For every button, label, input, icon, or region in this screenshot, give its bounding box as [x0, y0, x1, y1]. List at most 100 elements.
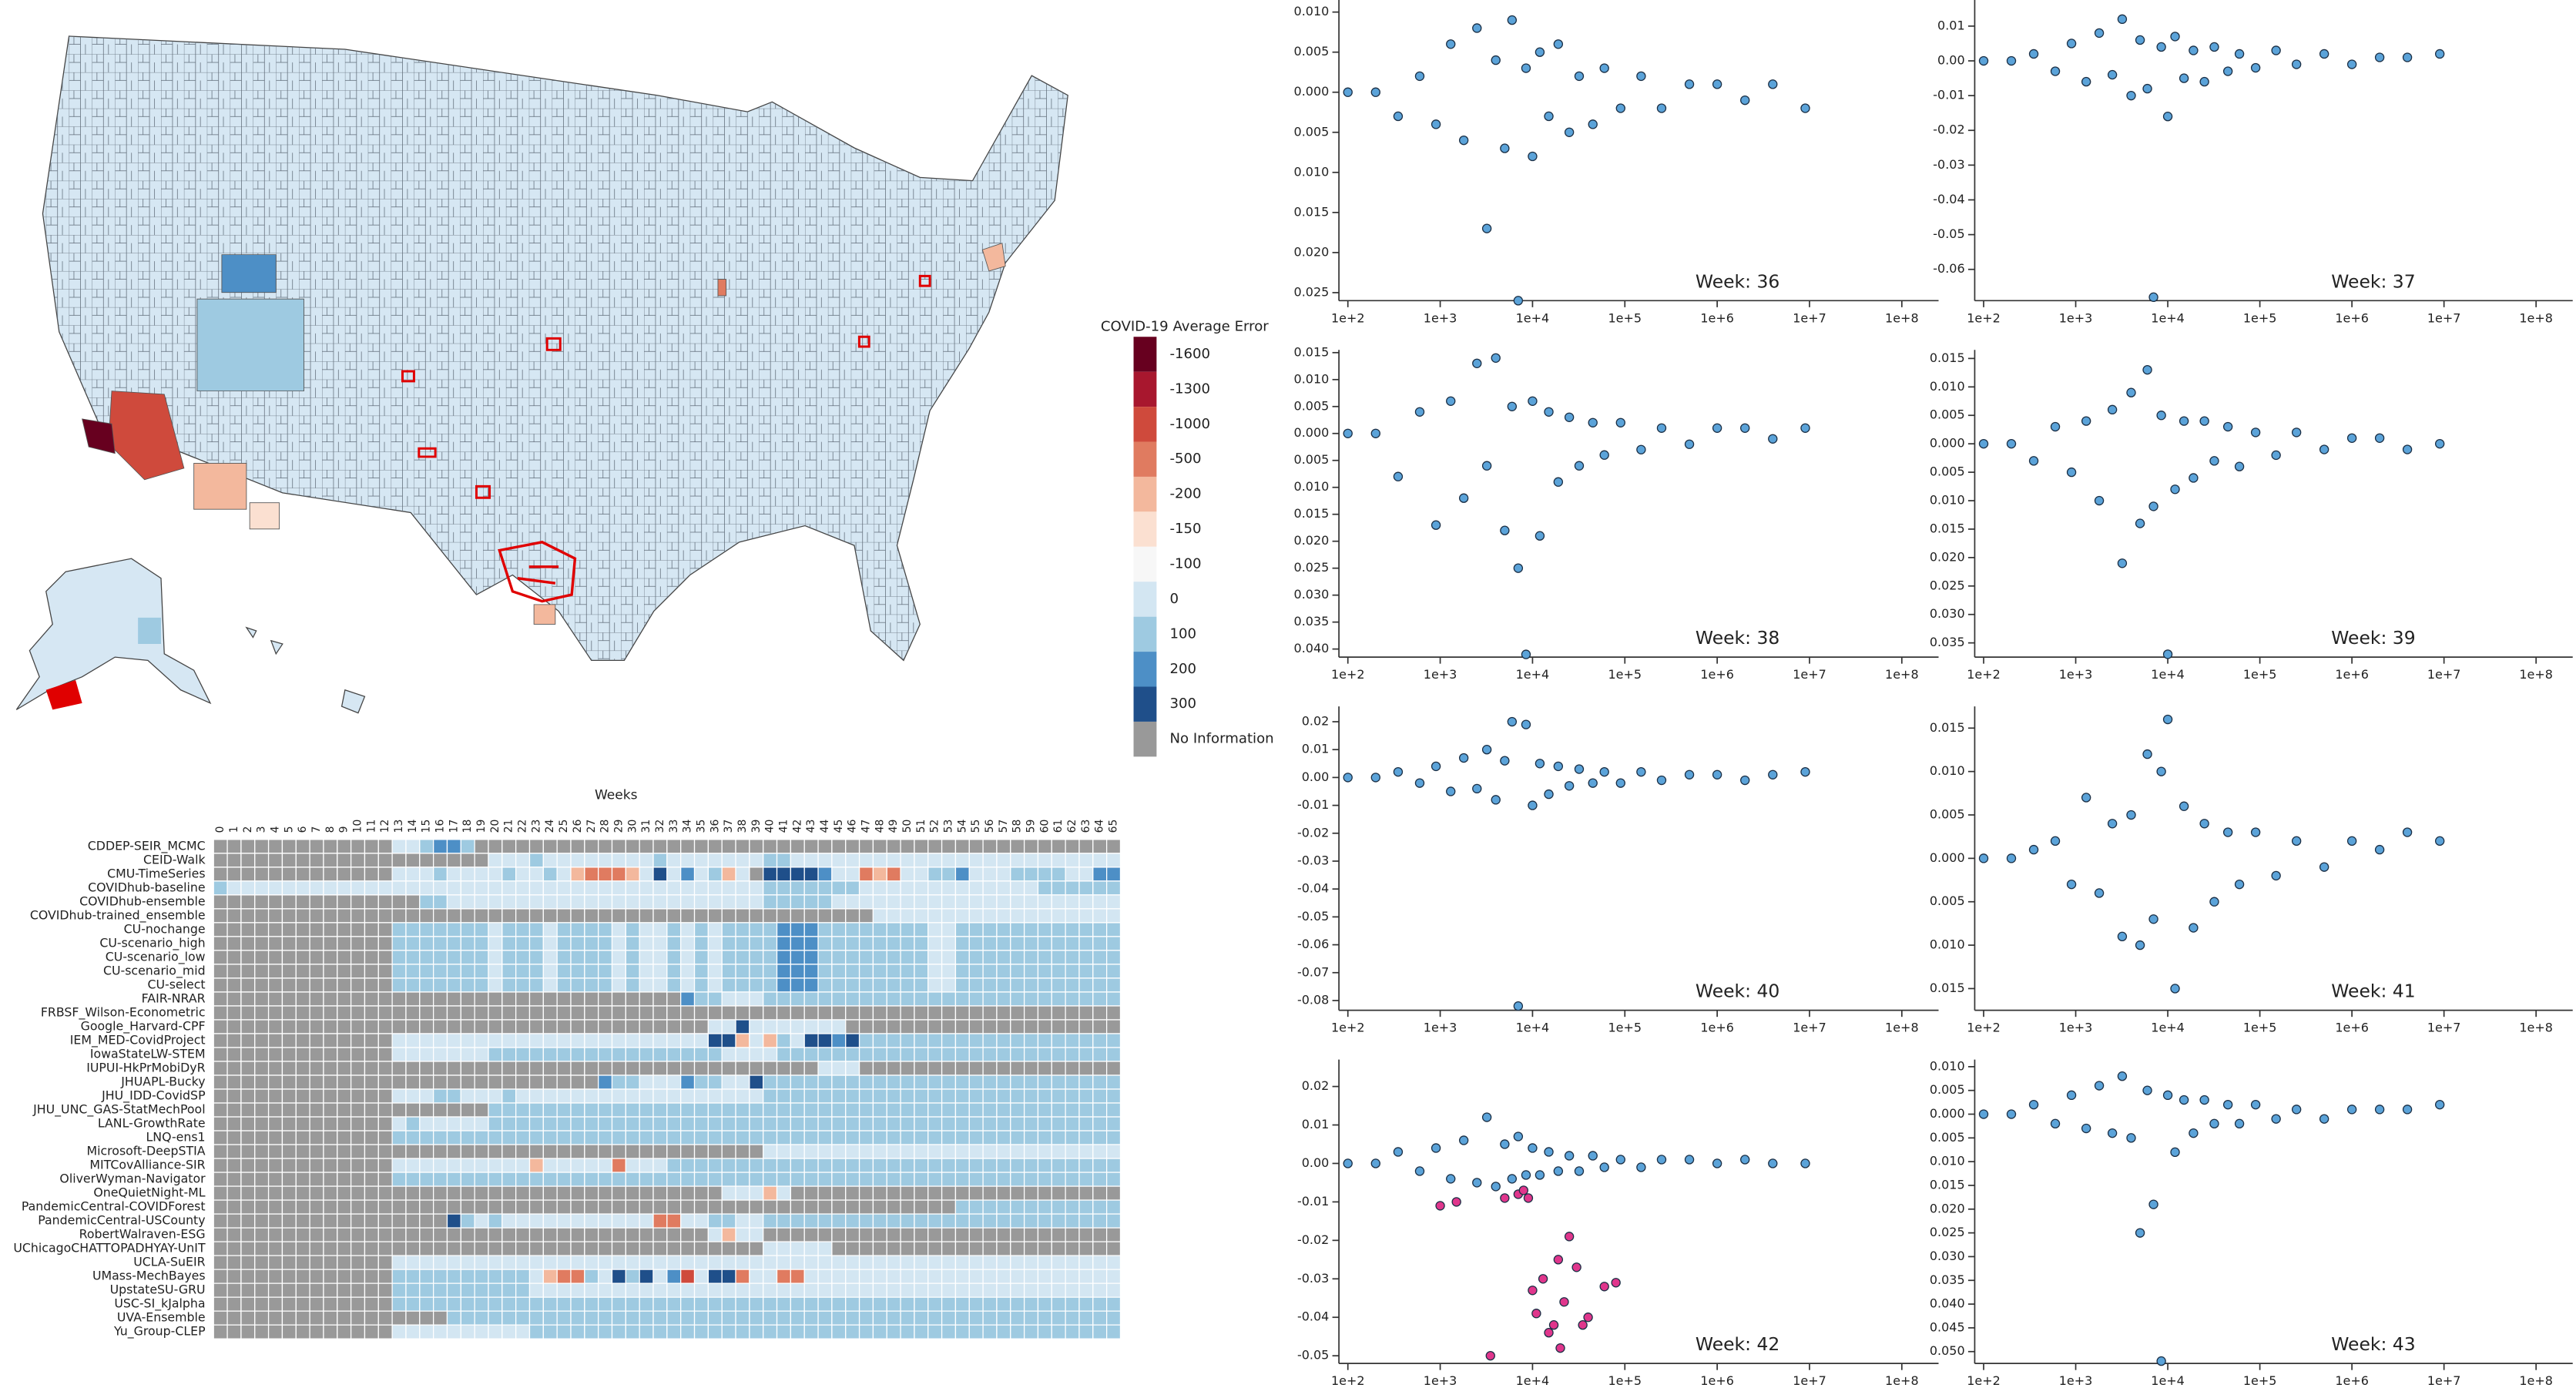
heatmap-cell: [1037, 1061, 1052, 1076]
heatmap-cell: [872, 1199, 887, 1215]
heatmap-cell: [267, 1102, 283, 1118]
heatmap-cell: [405, 1227, 421, 1242]
week-label: 21: [503, 820, 515, 833]
heatmap-cell: [749, 922, 764, 937]
legend-label: 300: [1169, 696, 1196, 712]
heatmap-cell: [968, 977, 984, 993]
heatmap-cell: [350, 1047, 366, 1062]
heatmap-cell: [735, 1088, 750, 1104]
heatmap-cell: [432, 1185, 448, 1201]
model-label: CU-scenario_low: [106, 949, 206, 964]
heatmap-cell: [914, 867, 929, 882]
heatmap-cell: [927, 1116, 943, 1131]
heatmap-cell: [1078, 1227, 1094, 1242]
heatmap-cell: [831, 1144, 847, 1159]
heatmap-cell: [584, 1116, 599, 1131]
heatmap-cell: [858, 1144, 874, 1159]
heatmap-cell: [831, 1213, 847, 1229]
heatmap-cell: [446, 1005, 461, 1021]
heatmap-cell: [914, 922, 929, 937]
heatmap-cell: [625, 1213, 640, 1229]
heatmap-cell: [982, 950, 998, 965]
heatmap-cell: [240, 1324, 256, 1339]
region-california: [82, 418, 116, 454]
heatmap-cell: [309, 1102, 324, 1118]
heatmap-cell: [845, 867, 860, 882]
heatmap-cell: [226, 1088, 242, 1104]
heatmap-cell: [323, 1185, 338, 1201]
legend-swatch: [1133, 546, 1157, 582]
heatmap-cell: [570, 977, 585, 993]
heatmap-cell: [914, 1310, 929, 1326]
heatmap-cell: [886, 1019, 901, 1034]
point: [1636, 444, 1646, 454]
heatmap-cell: [240, 922, 256, 937]
heatmap-cell: [515, 1296, 531, 1312]
heatmap-cell: [528, 1324, 544, 1339]
heatmap-cell: [914, 1033, 929, 1048]
heatmap-cell: [652, 894, 668, 910]
heatmap-cell: [584, 1158, 599, 1173]
heatmap-cell: [858, 1074, 874, 1090]
heatmap-cell: [1037, 880, 1052, 896]
heatmap-cell: [941, 1047, 957, 1062]
week-label: 24: [544, 819, 556, 833]
heatmap-cell: [405, 1019, 421, 1034]
heatmap-cell: [240, 1061, 256, 1076]
y-tick-label: 0.025: [1930, 1225, 1965, 1239]
heatmap-cell: [350, 1296, 366, 1312]
point: [2006, 1109, 2017, 1119]
heatmap-cell: [735, 1019, 750, 1034]
heatmap-cell: [721, 1130, 736, 1145]
heatmap-cell: [570, 839, 585, 854]
heatmap-cell: [803, 1047, 819, 1062]
heatmap-cell: [680, 1227, 696, 1242]
heatmap-cell: [666, 894, 682, 910]
heatmap-cell: [598, 1269, 613, 1284]
heatmap-cell: [707, 1199, 723, 1215]
heatmap-cell: [776, 1033, 792, 1048]
heatmap-cell: [501, 1102, 517, 1118]
heatmap-cell: [1078, 1074, 1094, 1090]
heatmap-cell: [584, 1324, 599, 1339]
heatmap-cell: [350, 1144, 366, 1159]
heatmap-cell: [226, 964, 242, 979]
heatmap-cell: [749, 1213, 764, 1229]
heatmap-cell: [528, 1227, 544, 1242]
heatmap-cell: [693, 1116, 709, 1131]
heatmap-cell: [528, 1269, 544, 1284]
heatmap-cell: [281, 1213, 297, 1229]
week-label: 46: [847, 820, 859, 833]
heatmap-cell: [790, 922, 805, 937]
heatmap-cell: [254, 950, 270, 965]
y-tick-label: 0.035: [1294, 614, 1330, 629]
heatmap-cell: [1092, 1185, 1108, 1201]
heatmap-cell: [900, 1324, 915, 1339]
heatmap-cell: [1078, 936, 1094, 951]
heatmap-cell: [968, 853, 984, 868]
point: [2222, 421, 2233, 432]
heatmap-cell: [1051, 964, 1066, 979]
heatmap-cell: [556, 964, 572, 979]
x-tick-label: 1e+5: [1608, 310, 1642, 325]
heatmap-cell: [803, 880, 819, 896]
heatmap-cell: [680, 1102, 696, 1118]
heatmap-cell: [1092, 1282, 1108, 1298]
heatmap-cell: [1051, 950, 1066, 965]
heatmap-cell: [941, 1088, 957, 1104]
heatmap-cell: [1065, 1102, 1080, 1118]
heatmap-cell: [501, 1019, 517, 1034]
heatmap-cell: [377, 894, 393, 910]
heatmap-cell: [680, 1269, 696, 1284]
heatmap-cell: [707, 1088, 723, 1104]
heatmap: 0 1 2 3 4 5 6 7 8 9 10 11 12 13 14 15 16 17 18 19 20 21 22 23 24…: [13, 819, 1122, 1339]
heatmap-cell: [254, 964, 270, 979]
heatmap-cell: [625, 1324, 640, 1339]
heatmap-cell: [337, 1088, 352, 1104]
heatmap-cell: [996, 936, 1011, 951]
heatmap-cell: [460, 1172, 475, 1187]
heatmap-cell: [1065, 867, 1080, 882]
heatmap-cell: [1051, 894, 1066, 910]
heatmap-cell: [460, 991, 475, 1007]
